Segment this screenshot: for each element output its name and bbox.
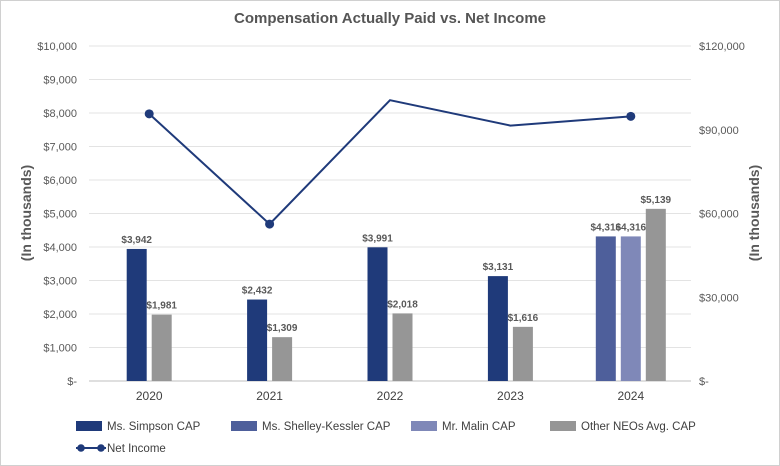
legend-label: Net Income xyxy=(107,443,166,455)
legend-swatch xyxy=(231,421,257,431)
y-left-tick-label: $10,000 xyxy=(37,41,77,53)
net-income-point xyxy=(626,111,636,121)
bar-data-label: $2,018 xyxy=(387,299,418,310)
bar xyxy=(595,236,616,381)
y-left-tick-label: $5,000 xyxy=(43,209,77,221)
y-axis-left-label: (In thousands) xyxy=(18,165,34,261)
y-left-tick-label: $- xyxy=(67,376,77,388)
y-axis-right-label: (In thousands) xyxy=(746,165,762,261)
legend-label: Other NEOs Avg. CAP xyxy=(581,421,696,433)
bar-data-label: $1,309 xyxy=(267,323,298,334)
bar-data-label: $3,991 xyxy=(362,233,393,244)
y-axis-left: $- $1,000 $2,000 $3,000 $4,000 $5,000 $6,000 $7… xyxy=(37,41,77,388)
y-right-tick-label: $90,000 xyxy=(699,125,739,137)
bar-data-label: $4,316 xyxy=(591,222,622,233)
legend-label: Ms. Shelley-Kessler CAP xyxy=(262,421,391,433)
y-left-tick-label: $3,000 xyxy=(43,276,77,288)
bar xyxy=(247,299,268,381)
x-category-label: 2021 xyxy=(256,389,283,403)
y-right-tick-label: $120,000 xyxy=(699,41,745,53)
legend-swatch xyxy=(411,421,437,431)
bar xyxy=(272,337,293,381)
net-income-line xyxy=(144,99,636,229)
x-category-label: 2020 xyxy=(136,389,163,403)
bar-data-label: $3,131 xyxy=(483,262,514,273)
legend-line-marker xyxy=(97,444,105,452)
bar-data-labels: $3,942 $1,981 $2,432 $1,309 $3,991 $2,018 $3,1… xyxy=(121,195,671,334)
y-left-tick-label: $6,000 xyxy=(43,175,77,187)
y-left-tick-label: $9,000 xyxy=(43,75,77,87)
legend-label: Ms. Simpson CAP xyxy=(107,421,201,433)
y-right-tick-label: $30,000 xyxy=(699,292,739,304)
legend-label: Mr. Malin CAP xyxy=(442,421,516,433)
bar xyxy=(151,314,172,381)
y-left-tick-label: $4,000 xyxy=(43,242,77,254)
bar xyxy=(487,276,508,381)
y-left-tick-label: $2,000 xyxy=(43,309,77,321)
bar-data-label: $5,139 xyxy=(641,195,672,206)
x-category-label: 2022 xyxy=(377,389,404,403)
bar-data-label: $3,942 xyxy=(121,235,152,246)
bar xyxy=(126,248,147,381)
bar-series xyxy=(126,208,666,381)
y-right-tick-label: $60,000 xyxy=(699,209,739,221)
gridlines xyxy=(89,45,691,382)
y-right-tick-label: $- xyxy=(699,376,709,388)
bar xyxy=(392,313,413,381)
bar-data-label: $4,316 xyxy=(616,222,647,233)
x-category-label: 2024 xyxy=(617,389,644,403)
bar-data-label: $1,616 xyxy=(508,313,539,324)
y-axis-right: $- $30,000 $60,000 $90,000 $120,000 xyxy=(699,41,745,388)
legend-line-marker xyxy=(77,444,85,452)
net-income-point xyxy=(144,109,154,119)
y-left-tick-label: $7,000 xyxy=(43,142,77,154)
legend-swatch xyxy=(76,421,102,431)
bar xyxy=(367,247,388,381)
bar xyxy=(620,236,641,381)
legend-swatch xyxy=(550,421,576,431)
chart-title: Compensation Actually Paid vs. Net Incom… xyxy=(234,10,546,27)
bar xyxy=(512,326,533,381)
x-category-label: 2023 xyxy=(497,389,524,403)
bar-data-label: $1,981 xyxy=(146,301,177,312)
legend: Ms. Simpson CAP Ms. Shelley-Kessler CAP Mr… xyxy=(76,421,696,455)
bar-data-label: $2,432 xyxy=(242,286,273,297)
bar xyxy=(645,208,666,381)
net-income-polyline xyxy=(148,99,631,226)
y-left-tick-label: $8,000 xyxy=(43,108,77,120)
net-income-point xyxy=(265,219,275,229)
y-left-tick-label: $1,000 xyxy=(43,343,77,355)
x-axis-categories: 2020 2021 2022 2023 2024 xyxy=(136,389,645,403)
